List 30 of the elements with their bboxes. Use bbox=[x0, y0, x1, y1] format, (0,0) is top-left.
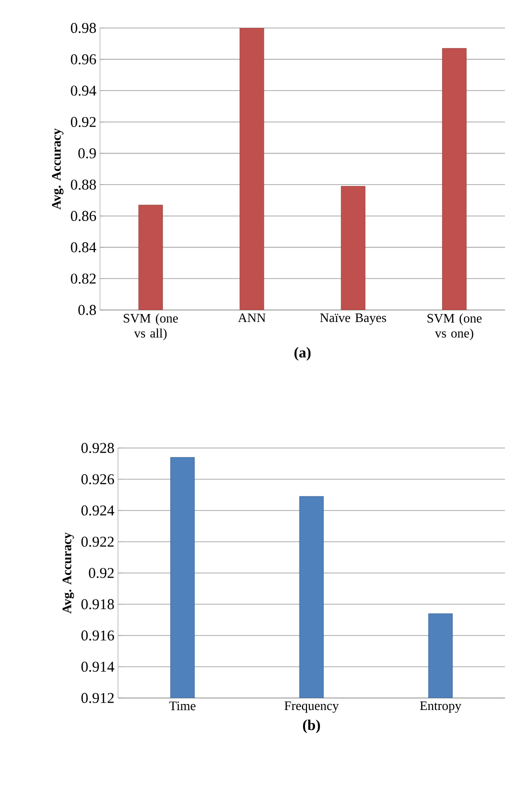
y-axis-title: Avg. Accuracy bbox=[62, 532, 74, 614]
x-tick-label: SVM (one vs one) bbox=[428, 314, 482, 340]
y-tick-label: 0.8 bbox=[78, 304, 96, 316]
x-tick-label: SVM (one vs all) bbox=[124, 314, 178, 340]
y-tick-label: 0.912 bbox=[81, 692, 114, 704]
x-axis-title: (b) bbox=[303, 720, 320, 734]
y-tick-label: 0.9 bbox=[78, 148, 96, 158]
x-axis-title: (a) bbox=[294, 347, 311, 361]
y-tick-label: 0.918 bbox=[81, 599, 114, 610]
y-tick-label: 0.82 bbox=[70, 274, 96, 284]
y-tick-label: 0.928 bbox=[81, 442, 114, 454]
y-tick-label: 0.914 bbox=[81, 662, 114, 672]
x-tick-label: Frequency bbox=[284, 702, 339, 713]
y-tick-label: 0.84 bbox=[70, 242, 96, 252]
y-axis-title: Avg. Accuracy bbox=[52, 128, 64, 210]
x-tick-label: Time bbox=[169, 702, 196, 710]
y-tick-label: 0.922 bbox=[81, 536, 114, 547]
y-tick-label: 0.926 bbox=[81, 474, 114, 484]
x-tick-label: Entropy bbox=[420, 702, 462, 713]
x-tick-label: Naïve Bayes bbox=[320, 314, 386, 325]
x-tick-label: ANN bbox=[238, 314, 266, 322]
y-tick-label: 0.924 bbox=[81, 505, 114, 516]
y-tick-label: 0.96 bbox=[70, 54, 96, 64]
y-tick-label: 0.916 bbox=[81, 630, 114, 641]
y-tick-label: 0.98 bbox=[70, 22, 96, 34]
y-tick-label: 0.88 bbox=[70, 180, 96, 190]
y-tick-label: 0.86 bbox=[70, 210, 96, 222]
y-tick-label: 0.92 bbox=[70, 116, 96, 128]
y-tick-label: 0.94 bbox=[70, 86, 96, 96]
y-tick-label: 0.92 bbox=[88, 568, 114, 578]
